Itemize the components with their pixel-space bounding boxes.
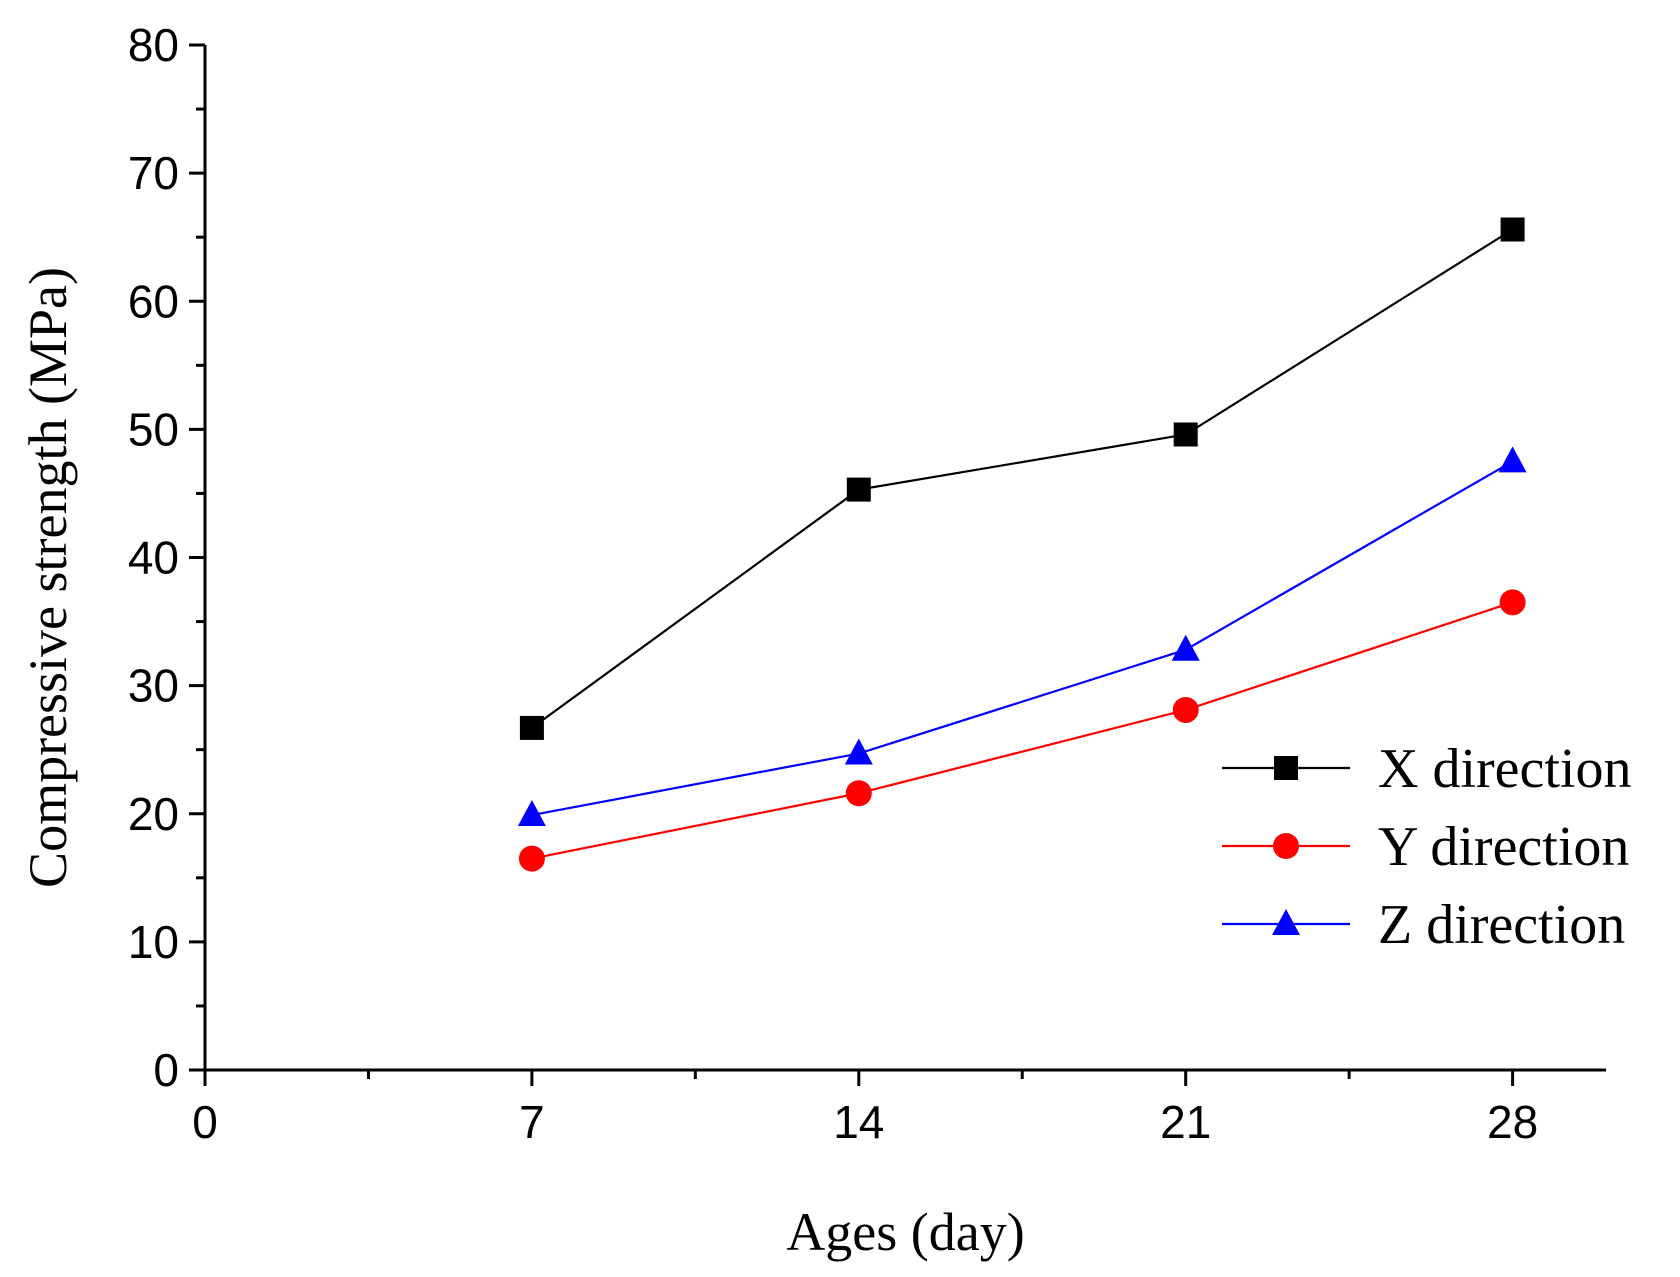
x-tick-label: 0: [192, 1096, 218, 1148]
data-point: [1499, 589, 1526, 616]
data-point: [844, 738, 873, 765]
legend-label: X direction: [1378, 738, 1631, 800]
series-line: [531, 228, 1514, 729]
legend-item: Y direction: [1222, 816, 1629, 878]
legend-marker: [1274, 756, 1298, 780]
y-tick-label: 70: [128, 147, 179, 199]
data-point: [518, 845, 545, 872]
legend: X direction Y direction Z direction: [1222, 738, 1631, 956]
y-tick-label: 40: [128, 532, 179, 584]
y-axis-title: Compressive strength (MPa): [18, 267, 78, 888]
data-point: [846, 477, 871, 502]
series-layer: [517, 217, 1527, 872]
series-line: [531, 460, 1514, 817]
series-y-direction: [518, 589, 1526, 872]
legend-marker: [1272, 909, 1300, 935]
data-point: [1500, 217, 1525, 242]
series-x-direction: [519, 217, 1525, 740]
y-tick-label: 30: [128, 660, 179, 712]
x-axis-title: Ages (day): [786, 1202, 1024, 1262]
legend-item: X direction: [1222, 738, 1631, 800]
y-tick-label: 60: [128, 275, 179, 327]
legend-label: Z direction: [1378, 894, 1625, 956]
x-tick-label: 14: [833, 1096, 884, 1148]
legend-marker: [1273, 833, 1299, 859]
y-tick-label: 0: [153, 1044, 179, 1096]
data-point: [519, 715, 544, 740]
data-point: [1172, 696, 1199, 723]
legend-item: Z direction: [1222, 894, 1625, 956]
series-z-direction: [517, 446, 1527, 827]
data-point: [517, 800, 546, 827]
data-point: [1171, 634, 1200, 661]
data-point: [845, 780, 872, 807]
y-tick-label: 20: [128, 788, 179, 840]
data-point: [1173, 422, 1198, 447]
y-tick-label: 80: [128, 19, 179, 71]
y-tick-label: 10: [128, 916, 179, 968]
x-tick-label: 7: [519, 1096, 545, 1148]
legend-label: Y direction: [1378, 816, 1629, 878]
series-line: [531, 601, 1513, 860]
y-tick-label: 50: [128, 403, 179, 455]
x-tick-label: 21: [1160, 1096, 1211, 1148]
axes: 0 10 20 30 40 50 60 70 80 0 7 14 21 28: [128, 19, 1606, 1148]
data-point: [1498, 446, 1527, 473]
x-tick-label: 28: [1487, 1096, 1538, 1148]
